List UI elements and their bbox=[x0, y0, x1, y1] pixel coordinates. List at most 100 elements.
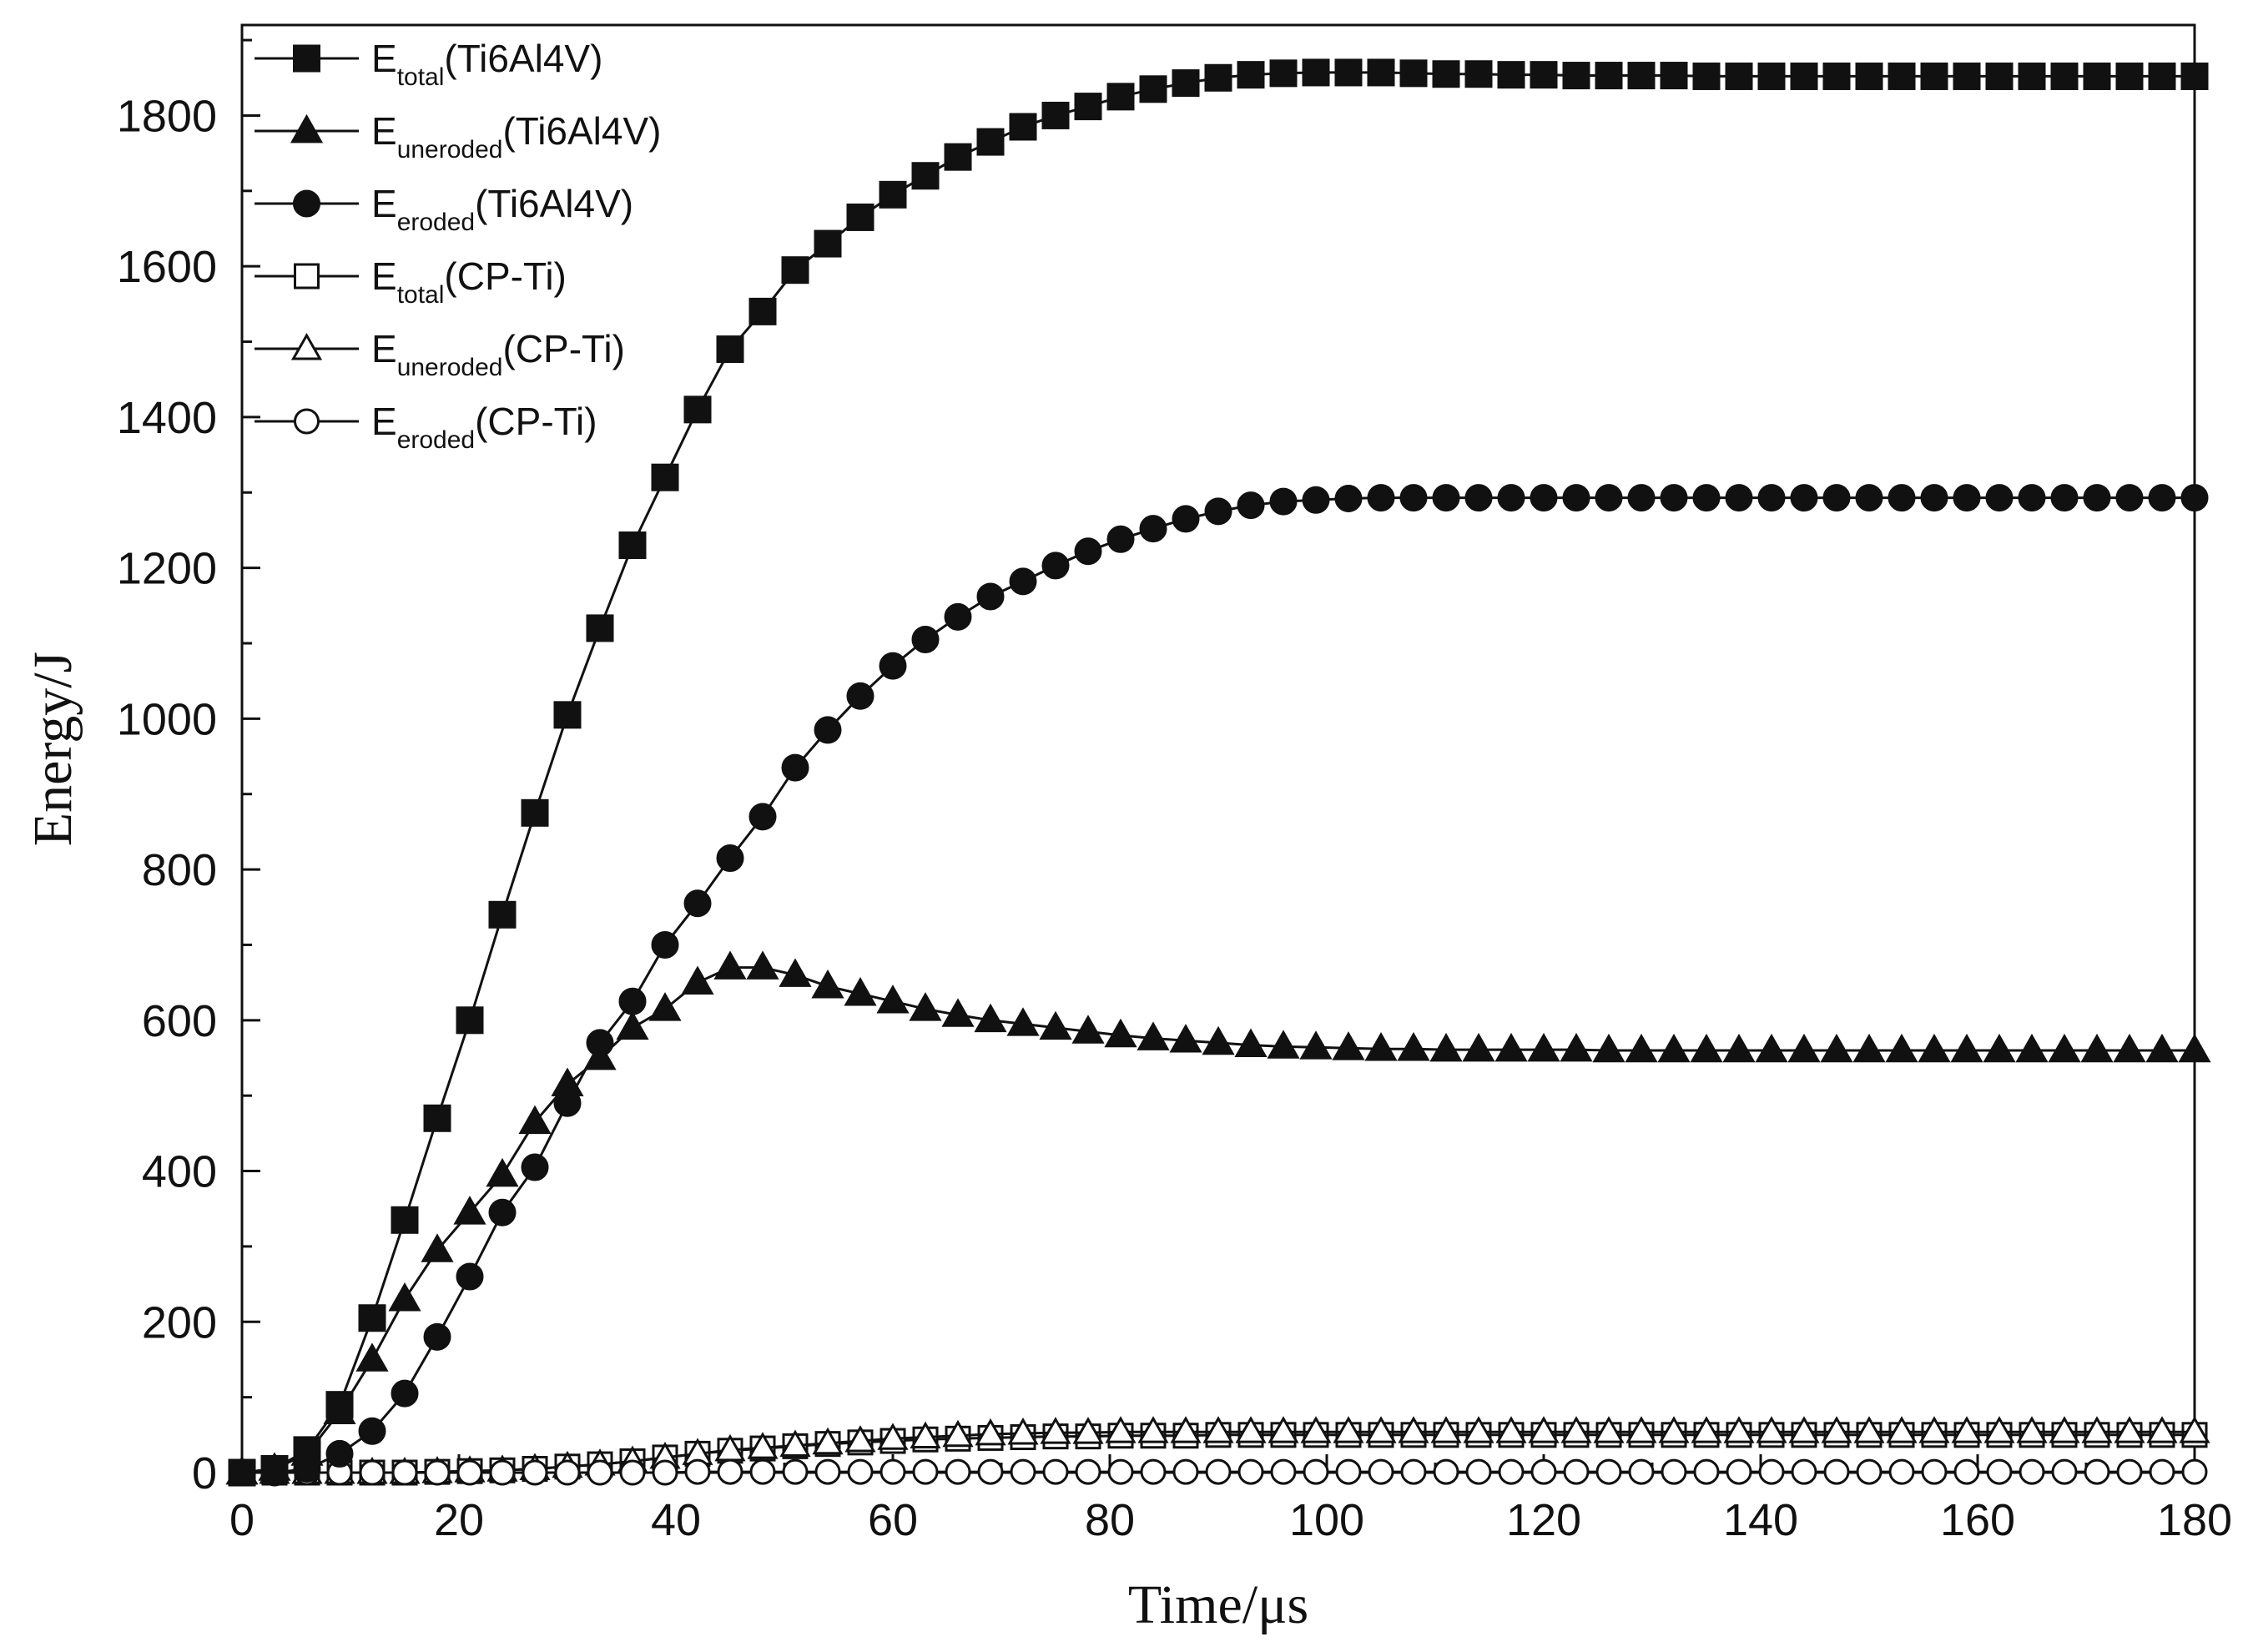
data-point-circle bbox=[1010, 1458, 1036, 1485]
data-point-triangle bbox=[453, 1196, 486, 1225]
data-point-square bbox=[1172, 69, 1200, 98]
data-point-circle bbox=[554, 1459, 581, 1486]
y-axis-title: Energy/J bbox=[23, 652, 83, 846]
data-point-triangle bbox=[1625, 1416, 1657, 1443]
data-point-triangle bbox=[844, 1425, 876, 1453]
data-point-triangle bbox=[486, 1157, 519, 1187]
data-point-triangle bbox=[1006, 1007, 1040, 1036]
series-eroded-cp-ti bbox=[229, 1458, 2208, 1486]
data-point-square bbox=[586, 614, 614, 642]
data-point-triangle bbox=[811, 970, 844, 999]
data-point-circle bbox=[2083, 484, 2111, 512]
data-point-square bbox=[1432, 60, 1460, 88]
data-point-circle bbox=[1074, 537, 1102, 566]
y-tick-label: 600 bbox=[142, 996, 217, 1046]
data-point-triangle bbox=[648, 992, 682, 1021]
data-point-triangle bbox=[1333, 1416, 1364, 1443]
data-point-triangle bbox=[1657, 1033, 1691, 1063]
data-point-circle bbox=[879, 652, 907, 680]
data-point-circle bbox=[553, 1089, 582, 1117]
data-point-triangle bbox=[2016, 1416, 2048, 1443]
data-point-triangle bbox=[1040, 1417, 1071, 1444]
data-point-circle bbox=[1399, 484, 1428, 512]
data-point-triangle bbox=[1039, 1010, 1072, 1040]
data-point-triangle bbox=[909, 992, 942, 1021]
data-point-circle bbox=[846, 682, 874, 710]
data-point-circle bbox=[2180, 484, 2209, 512]
data-point-circle bbox=[1791, 1458, 1817, 1485]
data-point-circle bbox=[2051, 1458, 2078, 1485]
data-point-circle bbox=[2018, 484, 2046, 512]
data-point-triangle bbox=[323, 1395, 356, 1425]
legend-item: Euneroded(CP-Ti) bbox=[255, 327, 625, 381]
data-point-triangle bbox=[2015, 1033, 2049, 1063]
data-point-circle bbox=[358, 1417, 386, 1445]
data-point-circle bbox=[1856, 1458, 1883, 1485]
data-point-square bbox=[748, 297, 777, 325]
data-point-circle bbox=[521, 1153, 549, 1181]
y-tick-label: 400 bbox=[142, 1147, 217, 1197]
data-point-square bbox=[1139, 75, 1167, 103]
data-point-square bbox=[1009, 113, 1037, 141]
data-point-triangle bbox=[2145, 1033, 2179, 1063]
data-point-circle bbox=[1075, 1458, 1101, 1485]
data-point-triangle bbox=[1202, 1416, 1234, 1443]
plot-area bbox=[240, 23, 2196, 1474]
data-point-circle bbox=[814, 716, 842, 744]
data-point-circle bbox=[1757, 484, 1786, 512]
data-point-circle bbox=[1920, 484, 1948, 512]
data-point-square bbox=[1692, 62, 1721, 90]
data-point-circle bbox=[716, 844, 744, 873]
data-point-triangle bbox=[1755, 1033, 1788, 1063]
data-point-circle bbox=[1953, 484, 1981, 512]
data-point-square bbox=[1334, 58, 1363, 87]
data-point-circle bbox=[423, 1322, 451, 1351]
data-point-square bbox=[1822, 62, 1851, 90]
data-point-square bbox=[391, 1206, 419, 1234]
legend-item: Etotal(Ti6Al4V) bbox=[255, 37, 602, 91]
data-point-circle bbox=[586, 1029, 614, 1057]
data-point-circle bbox=[1205, 1458, 1232, 1485]
data-point-circle bbox=[1237, 1458, 1264, 1485]
data-point-square bbox=[1530, 61, 1558, 89]
data-point-triangle bbox=[1528, 1416, 1560, 1443]
data-point-square bbox=[1497, 61, 1525, 89]
data-point-circle bbox=[522, 1459, 548, 1486]
data-point-triangle bbox=[876, 985, 910, 1014]
legend-marker-triangle bbox=[290, 113, 324, 144]
data-point-triangle bbox=[2114, 1416, 2145, 1443]
data-point-circle bbox=[1042, 1458, 1069, 1485]
data-point-triangle bbox=[2146, 1416, 2178, 1443]
data-point-triangle bbox=[1787, 1033, 1821, 1063]
y-tick-label: 1400 bbox=[117, 393, 217, 443]
legend-label: Euneroded(Ti6Al4V) bbox=[371, 109, 661, 164]
data-point-triangle bbox=[747, 1432, 779, 1459]
data-point-triangle bbox=[1268, 1416, 1299, 1443]
data-point-circle bbox=[325, 1439, 354, 1468]
data-point-square bbox=[814, 229, 842, 258]
series-line bbox=[242, 496, 2195, 1474]
data-point-circle bbox=[977, 1458, 1004, 1485]
data-point-square bbox=[1204, 63, 1232, 92]
data-point-square bbox=[2115, 62, 2144, 90]
data-point-circle bbox=[1465, 1458, 1492, 1485]
data-point-circle bbox=[1627, 484, 1656, 512]
data-point-circle bbox=[1334, 484, 1363, 512]
data-point-circle bbox=[391, 1379, 419, 1408]
data-point-square bbox=[1660, 62, 1688, 90]
data-point-circle bbox=[1464, 484, 1493, 512]
data-point-circle bbox=[1921, 1458, 1948, 1485]
data-point-triangle bbox=[1007, 1418, 1039, 1445]
data-point-triangle bbox=[518, 1105, 552, 1135]
data-point-square bbox=[1074, 93, 1102, 121]
data-point-circle bbox=[1335, 1458, 1362, 1485]
data-point-circle bbox=[1530, 484, 1558, 512]
data-point-triangle bbox=[974, 1003, 1007, 1033]
data-point-triangle bbox=[910, 1421, 941, 1448]
data-point-square bbox=[716, 335, 744, 364]
data-point-circle bbox=[1400, 1458, 1427, 1485]
data-point-triangle bbox=[1983, 1416, 2015, 1443]
data-point-circle bbox=[228, 1458, 256, 1487]
data-point-triangle bbox=[1756, 1416, 1787, 1443]
data-point-triangle bbox=[779, 958, 812, 987]
